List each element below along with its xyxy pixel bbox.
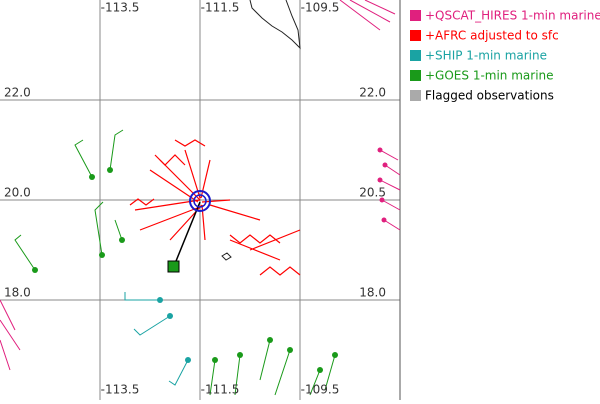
labels: -113.5 -111.5 -109.5 -113.5 -111.5 -109.5 22.0… bbox=[4, 1, 386, 397]
goes-dots bbox=[32, 167, 338, 373]
legend-swatch[interactable] bbox=[410, 90, 421, 101]
lat-label: 18.0 bbox=[4, 286, 31, 300]
legend-label[interactable]: +AFRC adjusted to sfc bbox=[425, 29, 559, 43]
qscat-dots bbox=[377, 147, 388, 223]
lon-label: -111.5 bbox=[201, 1, 240, 15]
ship-dots bbox=[157, 297, 191, 363]
lon-label: -113.5 bbox=[101, 1, 140, 15]
lat-label: 18.0 bbox=[359, 286, 386, 300]
lat-label: 22.0 bbox=[4, 86, 31, 100]
legend: +QSCAT_HIRES 1-min marine +AFRC adjusted … bbox=[410, 9, 600, 103]
lon-label: -111.5 bbox=[201, 383, 240, 397]
ship-barbs bbox=[124, 292, 189, 386]
island bbox=[221, 252, 232, 261]
goes-barbs bbox=[14, 129, 336, 396]
legend-label[interactable]: Flagged observations bbox=[425, 89, 554, 103]
lon-label: -109.5 bbox=[301, 383, 340, 397]
track-line bbox=[173, 201, 201, 267]
lon-label: -109.5 bbox=[301, 1, 340, 15]
afrc-barbs bbox=[129, 139, 301, 276]
coastline bbox=[249, 0, 301, 50]
legend-swatch[interactable] bbox=[410, 30, 421, 41]
qscat-barbs bbox=[0, 0, 401, 371]
legend-label[interactable]: +SHIP 1-min marine bbox=[425, 49, 547, 63]
legend-label[interactable]: +QSCAT_HIRES 1-min marine bbox=[425, 9, 600, 23]
legend-swatch[interactable] bbox=[410, 10, 421, 21]
legend-swatch[interactable] bbox=[410, 50, 421, 61]
storm-center-inner bbox=[193, 194, 207, 208]
lat-label: 20.5 bbox=[359, 186, 386, 200]
lon-label: -113.5 bbox=[101, 383, 140, 397]
lat-label: 22.0 bbox=[359, 86, 386, 100]
legend-label[interactable]: +GOES 1-min marine bbox=[425, 69, 554, 83]
legend-swatch[interactable] bbox=[410, 70, 421, 81]
lat-label: 20.0 bbox=[4, 186, 31, 200]
selected-station[interactable] bbox=[167, 260, 180, 273]
storm-center[interactable] bbox=[189, 190, 211, 212]
